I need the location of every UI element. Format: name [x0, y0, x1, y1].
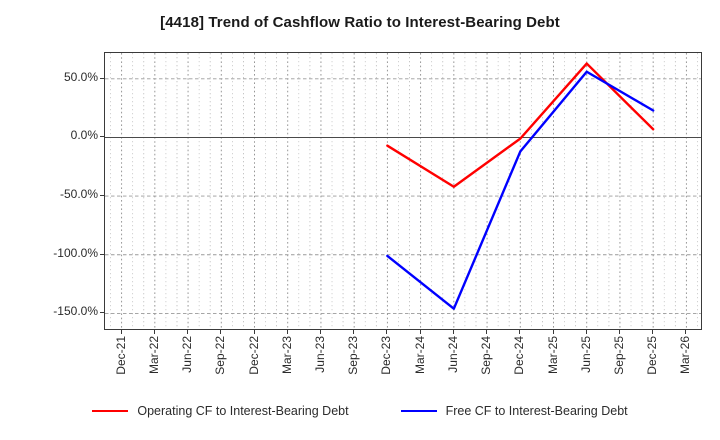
legend-item-1[interactable]: Operating CF to Interest-Bearing Debt — [92, 404, 349, 418]
y-axis-tick-label: 50.0% — [63, 69, 98, 84]
x-axis-tick-mark — [618, 330, 620, 334]
x-axis-tick-text: Jun-25 — [578, 336, 593, 373]
x-axis-tick-mark — [120, 330, 122, 334]
x-axis-tick-mark — [519, 330, 521, 334]
x-axis-tick-label: Mar-25 — [546, 336, 560, 396]
x-axis-tick-text: Jun-23 — [312, 336, 327, 373]
x-axis-tick-text: Mar-23 — [279, 336, 294, 375]
y-axis-tick-label: -100.0% — [53, 245, 98, 260]
x-axis-tick-label: Jun-24 — [446, 336, 460, 396]
x-axis-tick-text: Sep-24 — [479, 336, 494, 375]
x-axis-tick-label: Sep-24 — [479, 336, 493, 396]
x-axis-tick-mark — [153, 330, 155, 334]
x-axis-tick-text: Sep-22 — [213, 336, 228, 375]
x-axis-tick-text: Sep-25 — [611, 336, 626, 375]
x-axis-tick-text: Sep-23 — [346, 336, 361, 375]
x-axis-tick-text: Dec-21 — [113, 336, 128, 375]
legend-color-swatch — [400, 410, 437, 412]
x-axis-tick-mark — [353, 330, 355, 334]
x-axis-tick-mark — [220, 330, 222, 334]
x-axis-tick-label: Jun-23 — [313, 336, 327, 396]
x-axis-tick-mark — [452, 330, 454, 334]
y-axis-tick-mark — [100, 195, 104, 197]
x-axis-tick-mark — [552, 330, 554, 334]
x-axis-tick-text: Jun-22 — [180, 336, 195, 373]
x-axis-tick-mark — [486, 330, 488, 334]
y-axis-tick-label: -50.0% — [59, 187, 98, 202]
x-axis-tick-text: Dec-25 — [645, 336, 660, 375]
x-axis-tick-label: Mar-24 — [413, 336, 427, 396]
x-axis-tick-label: Jun-22 — [180, 336, 194, 396]
x-axis-tick-mark — [286, 330, 288, 334]
legend-item-2[interactable]: Free CF to Interest-Bearing Debt — [400, 404, 628, 418]
legend-label: Free CF to Interest-Bearing Debt — [445, 404, 628, 418]
x-axis-tick-label: Mar-22 — [147, 336, 161, 396]
x-axis-tick-label: Mar-23 — [280, 336, 294, 396]
x-axis-tick-label: Sep-23 — [346, 336, 360, 396]
x-axis-tick-label: Sep-22 — [213, 336, 227, 396]
x-axis-tick-mark — [685, 330, 687, 334]
x-axis-tick-text: Jun-24 — [445, 336, 460, 373]
x-axis-tick-mark — [652, 330, 654, 334]
x-axis-tick-text: Dec-22 — [246, 336, 261, 375]
x-axis-tick-label: Mar-26 — [678, 336, 692, 396]
x-axis-tick-mark — [386, 330, 388, 334]
x-axis-tick-text: Dec-23 — [379, 336, 394, 375]
x-axis-tick-text: Mar-24 — [412, 336, 427, 375]
series-line-1 — [386, 62, 655, 188]
y-axis-tick-mark — [100, 136, 104, 138]
plot-area — [104, 52, 702, 330]
legend-label: Operating CF to Interest-Bearing Debt — [137, 404, 349, 418]
x-axis-tick-text: Mar-26 — [678, 336, 693, 375]
legend-color-swatch — [92, 410, 129, 412]
x-axis-tick-label: Dec-24 — [512, 336, 526, 396]
x-axis-tick-label: Sep-25 — [612, 336, 626, 396]
x-axis-tick-label: Dec-22 — [247, 336, 261, 396]
x-axis-tick-mark — [253, 330, 255, 334]
x-axis-tick-text: Mar-22 — [146, 336, 161, 375]
y-axis-tick-mark — [100, 77, 104, 79]
x-axis-tick-label: Dec-23 — [379, 336, 393, 396]
x-axis-tick-mark — [187, 330, 189, 334]
series-lines — [386, 62, 655, 310]
x-axis-tick-mark — [585, 330, 587, 334]
chart-legend: Operating CF to Interest-Bearing Debt Fre… — [0, 404, 720, 418]
y-axis-tick-label: 0.0% — [70, 128, 98, 143]
y-axis-tick-mark — [100, 312, 104, 314]
x-axis-tick-label: Dec-25 — [645, 336, 659, 396]
x-axis-tick-label: Dec-21 — [114, 336, 128, 396]
y-axis-tick-mark — [100, 253, 104, 255]
y-axis-tick-label: -150.0% — [53, 304, 98, 319]
x-axis-tick-label: Jun-25 — [579, 336, 593, 396]
series-line-2 — [386, 70, 655, 310]
chart-title: [4418] Trend of Cashflow Ratio to Intere… — [160, 14, 560, 31]
x-axis-tick-mark — [319, 330, 321, 334]
x-axis-tick-mark — [419, 330, 421, 334]
x-axis-tick-text: Mar-25 — [545, 336, 560, 375]
x-axis-tick-text: Dec-24 — [512, 336, 527, 375]
